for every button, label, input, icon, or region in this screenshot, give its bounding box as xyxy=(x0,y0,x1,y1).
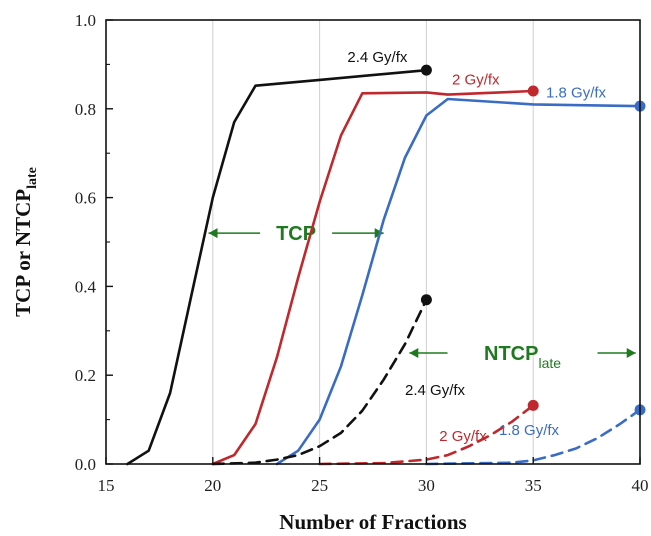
series-lines xyxy=(126,64,646,466)
x-tick-label: 40 xyxy=(632,476,649,495)
annotation-label: TCP xyxy=(276,223,316,245)
ticks: 15 20 25 30 35 40 0.0 0.2 0.4 0.6 0.8 1.0 xyxy=(75,11,649,495)
y-axis-title: TCP or NTCPlate xyxy=(11,167,40,317)
ntcp-1-8-gy-fx-line xyxy=(425,408,642,466)
x-tick-label: 25 xyxy=(311,476,328,495)
annotation-tcp: TCP xyxy=(208,223,384,245)
annotation-label: NTCPlate xyxy=(484,343,561,371)
arrow-head-right xyxy=(626,348,636,358)
ntcp-2-4-gy-fx-line xyxy=(211,298,428,466)
x-axis-title: Number of Fractions xyxy=(279,510,466,534)
tcp-2-gy-fx-line xyxy=(211,89,535,466)
annotations: TCP NTCPlate xyxy=(208,223,636,371)
x-tick-label: 20 xyxy=(204,476,221,495)
annotation-label-main: NTCP xyxy=(484,343,538,365)
ntcp-2-gy-fx-line xyxy=(318,404,535,466)
annotation-label-sub: late xyxy=(538,355,561,371)
tcp-1-8-gy-fx-line xyxy=(275,97,642,466)
y-axis-title-main: TCP or NTCP xyxy=(11,189,35,317)
series-label: 2 Gy/fx xyxy=(452,71,500,88)
series-end-marker xyxy=(527,399,539,411)
series-end-marker xyxy=(527,85,539,97)
series-label: 2 Gy/fx xyxy=(439,428,487,445)
y-tick-label: 0.0 xyxy=(75,455,96,474)
x-tick-label: 15 xyxy=(98,476,115,495)
series-label: 2.4 Gy/fx xyxy=(405,382,466,399)
y-tick-label: 0.2 xyxy=(75,366,96,385)
annotation-ntcp: NTCPlate xyxy=(409,343,636,371)
series-label: 2.4 Gy/fx xyxy=(347,49,408,66)
series-label: 1.8 Gy/fx xyxy=(499,422,560,439)
x-tick-label: 30 xyxy=(418,476,435,495)
y-axis-title-sub: late xyxy=(25,167,40,189)
series-label: 1.8 Gy/fx xyxy=(546,85,607,102)
series-labels: 2.4 Gy/fx 2 Gy/fx 1.8 Gy/fx 2.4 Gy/fx 2 Gy/f… xyxy=(347,49,606,445)
arrow-head-left xyxy=(409,348,419,358)
y-tick-label: 0.8 xyxy=(75,100,96,119)
series-end-marker xyxy=(420,294,432,306)
y-tick-label: 1.0 xyxy=(75,11,96,30)
series-end-marker xyxy=(420,64,432,76)
arrow-head-left xyxy=(208,228,218,239)
y-tick-label: 0.6 xyxy=(75,189,96,208)
tcp-2-4-gy-fx-line xyxy=(126,68,428,466)
x-tick-label: 35 xyxy=(525,476,542,495)
y-tick-label: 0.4 xyxy=(75,277,97,296)
annotation-label-main: TCP xyxy=(276,223,316,245)
